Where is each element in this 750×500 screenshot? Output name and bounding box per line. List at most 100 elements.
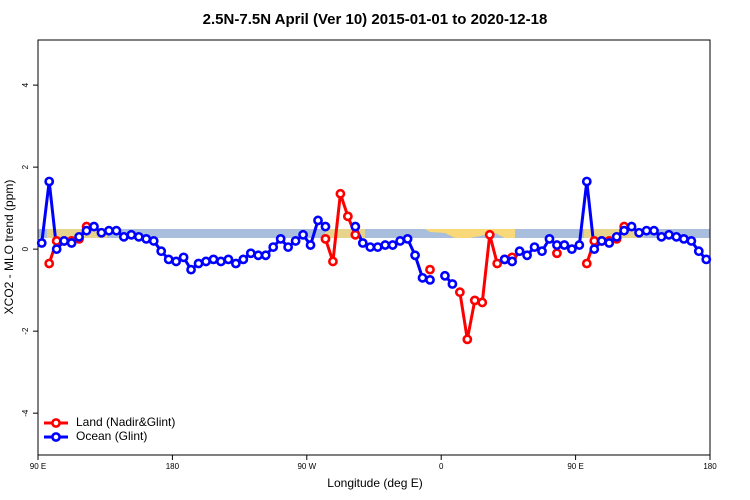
point — [44, 176, 55, 187]
point — [186, 264, 196, 275]
point — [201, 256, 211, 267]
point — [514, 246, 525, 257]
y-tick-label: 4 — [21, 82, 30, 87]
point — [581, 258, 592, 269]
point — [96, 227, 107, 238]
land-patch — [325, 229, 365, 238]
legend-marker — [51, 418, 61, 428]
x-axis-label: Longitude (deg E) — [327, 476, 422, 490]
point — [223, 254, 234, 265]
y-tick-label: 2 — [21, 164, 30, 169]
point — [81, 225, 92, 236]
point — [425, 264, 435, 275]
point — [163, 254, 174, 265]
point — [589, 236, 600, 246]
point — [686, 236, 697, 246]
legend-marker — [51, 432, 61, 442]
point — [499, 254, 510, 265]
point — [395, 236, 406, 246]
point — [626, 221, 637, 232]
point — [335, 188, 346, 199]
point — [298, 229, 308, 240]
point — [678, 233, 689, 244]
point — [141, 233, 152, 244]
point — [320, 233, 331, 244]
point — [148, 236, 159, 246]
point — [484, 229, 495, 240]
point — [611, 231, 622, 242]
point — [604, 238, 615, 248]
point — [290, 236, 301, 246]
point — [641, 225, 652, 236]
x-tick-label: 90 E — [30, 462, 46, 471]
point — [440, 270, 450, 281]
point — [89, 221, 99, 232]
point — [118, 231, 129, 242]
point — [387, 240, 398, 250]
point — [619, 225, 630, 236]
x-tick-label: 90 E — [567, 462, 583, 471]
point — [66, 238, 77, 248]
point — [380, 240, 391, 250]
point — [522, 250, 532, 261]
point — [492, 258, 503, 269]
point — [417, 272, 428, 283]
point — [410, 250, 420, 261]
point — [462, 334, 473, 345]
point — [544, 233, 555, 244]
point — [350, 229, 361, 240]
point — [283, 242, 294, 252]
point — [671, 231, 682, 242]
point — [589, 244, 600, 255]
point — [350, 221, 361, 232]
x-tick-label: 180 — [166, 462, 180, 471]
point — [634, 227, 644, 238]
legend-label: Ocean (Glint) — [76, 429, 147, 443]
x-tick-label: 90 W — [297, 462, 316, 471]
point — [313, 215, 323, 226]
point — [328, 256, 338, 267]
band — [38, 229, 710, 238]
point — [693, 246, 704, 257]
point — [574, 240, 585, 250]
x-tick-label: 0 — [439, 462, 444, 471]
point — [171, 256, 182, 267]
point — [552, 240, 562, 250]
point — [552, 248, 562, 259]
point — [320, 221, 331, 232]
x-tick-label: 180 — [703, 462, 717, 471]
point — [454, 287, 465, 298]
point — [649, 225, 659, 236]
point — [275, 233, 286, 244]
point — [656, 231, 667, 242]
chart-title: 2.5N-7.5N April (Ver 10) 2015-01-01 to 2… — [203, 11, 548, 28]
point — [178, 252, 189, 263]
point — [477, 297, 488, 308]
point — [566, 244, 577, 255]
legend-label: Land (Nadir&Glint) — [76, 415, 175, 429]
point — [133, 231, 144, 242]
point — [36, 238, 47, 248]
y-tick-label: -2 — [21, 327, 30, 335]
point — [44, 258, 55, 269]
point — [208, 254, 219, 265]
point — [59, 236, 70, 246]
point — [529, 242, 540, 252]
point — [559, 240, 570, 250]
point — [268, 242, 279, 252]
point — [230, 258, 241, 269]
point — [156, 246, 167, 257]
point — [51, 236, 62, 246]
point — [507, 256, 518, 267]
plot-frame — [37, 39, 711, 456]
point — [342, 211, 353, 222]
point — [51, 244, 62, 255]
point — [537, 246, 547, 257]
y-tick-label: -4 — [21, 409, 30, 417]
point — [596, 236, 607, 246]
point — [111, 225, 122, 236]
point — [447, 279, 458, 289]
point — [245, 248, 256, 259]
point — [425, 274, 435, 285]
